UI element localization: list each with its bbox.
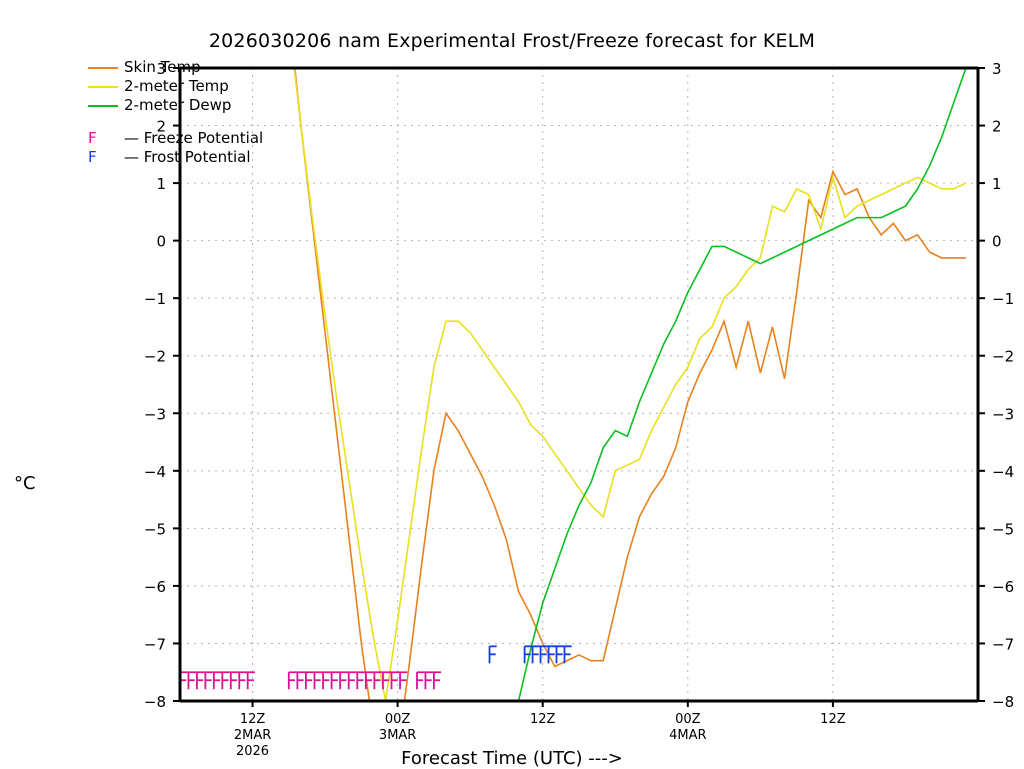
legend-item-2m-dewp: 2-meter Dewp [88, 96, 263, 115]
svg-text:−8: −8 [144, 693, 166, 711]
legend-glyph-frost: F [88, 148, 97, 166]
svg-text:4MAR: 4MAR [669, 728, 706, 743]
svg-text:3: 3 [992, 60, 1002, 78]
legend-item-frost-potential: F — Frost Potential [88, 148, 263, 167]
legend-swatch-2m-dewp [88, 104, 118, 107]
svg-text:−5: −5 [992, 520, 1014, 538]
legend-label-freeze-potential: — Freeze Potential [124, 129, 264, 147]
svg-text:00Z: 00Z [385, 712, 411, 727]
axis-frame [173, 66, 985, 707]
x-axis-label: Forecast Time (UTC) ---> [401, 748, 623, 769]
svg-text:0: 0 [992, 233, 1002, 251]
svg-text:2: 2 [156, 118, 166, 136]
svg-text:2026: 2026 [236, 744, 269, 759]
svg-text:−5: −5 [144, 520, 166, 538]
legend: Skin Temp 2-meter Temp 2-meter Dewp F — … [88, 58, 263, 167]
legend-swatch-skin-temp [88, 66, 118, 69]
legend-item-2m-temp: 2-meter Temp [88, 77, 263, 96]
legend-label-frost-potential: — Frost Potential [124, 148, 251, 166]
legend-swatch-2m-temp [88, 85, 118, 88]
legend-label-2m-temp: 2-meter Temp [124, 77, 229, 95]
svg-text:−1: −1 [992, 290, 1014, 308]
axis-tick-labels: 3 3 2 2 1 1 0 0 −1 −1 −2 −2 −3 −3 −4 −4 −5 −5 −6 −6 −7 −7 −8 −8… [144, 60, 1014, 759]
svg-text:12Z: 12Z [240, 712, 266, 727]
svg-text:3: 3 [156, 60, 166, 78]
svg-text:2MAR: 2MAR [234, 728, 271, 743]
svg-text:1: 1 [156, 175, 166, 193]
svg-text:−3: −3 [992, 405, 1014, 423]
potential-markers-layer [180, 645, 572, 690]
svg-text:0: 0 [156, 233, 166, 251]
page-title: 2026030206 nam Experimental Frost/Freeze… [208, 30, 816, 52]
svg-text:−7: −7 [144, 635, 166, 653]
svg-text:2: 2 [992, 118, 1002, 136]
svg-text:12Z: 12Z [820, 712, 846, 727]
legend-label-2m-dewp: 2-meter Dewp [124, 96, 232, 114]
svg-text:−4: −4 [992, 463, 1014, 481]
svg-text:3MAR: 3MAR [379, 728, 416, 743]
svg-text:−2: −2 [144, 348, 166, 366]
svg-text:1: 1 [992, 175, 1002, 193]
data-series-layer [293, 68, 967, 701]
svg-text:12Z: 12Z [530, 712, 556, 727]
legend-glyph-freeze: F [88, 129, 97, 147]
grid-lines [180, 68, 978, 701]
svg-text:−6: −6 [144, 578, 166, 596]
svg-text:−4: −4 [144, 463, 166, 481]
y-axis-label: °C [14, 473, 36, 494]
svg-text:−6: −6 [992, 578, 1014, 596]
svg-text:00Z: 00Z [675, 712, 701, 727]
legend-item-freeze-potential: F — Freeze Potential [88, 129, 263, 148]
svg-text:−1: −1 [144, 290, 166, 308]
svg-text:−3: −3 [144, 405, 166, 423]
svg-text:−7: −7 [992, 635, 1014, 653]
svg-text:−2: −2 [992, 348, 1014, 366]
svg-text:−8: −8 [992, 693, 1014, 711]
